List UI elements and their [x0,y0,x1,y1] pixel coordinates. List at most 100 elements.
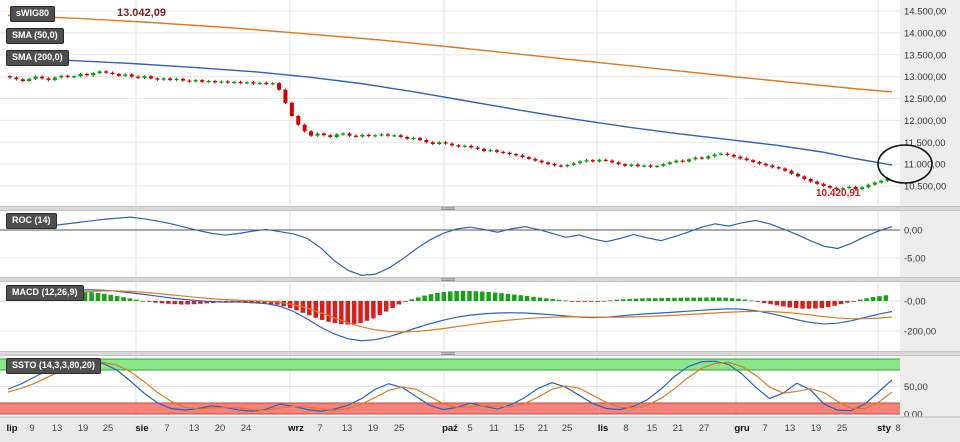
candle-body [40,76,45,79]
candle-body [597,159,602,162]
candle-body [110,72,115,74]
candle-body [674,160,679,163]
candle-body [91,73,96,76]
macd-histogram-bar [345,301,351,325]
sma200-legend-chip[interactable]: SMA (200,0) [6,50,69,66]
macd-histogram-bar [262,301,267,304]
sma50-line[interactable] [7,57,893,166]
macd-histogram-bar [313,301,318,318]
x-axis-tick-label: 25 [562,423,573,434]
macd-histogram-bar [460,290,466,301]
x-axis-tick-label: 8 [895,423,900,434]
candle-body [821,183,826,186]
candle-body [616,162,621,165]
candle-body [200,80,205,82]
macd-histogram-bar [153,301,158,303]
macd-histogram-bar [82,291,88,301]
macd-histogram-bar [717,297,722,301]
candle-body [687,159,692,162]
x-axis-month-label: paź [442,423,458,434]
candle-body [302,124,307,132]
macd-histogram-bar [198,301,203,304]
sma200-line[interactable] [7,14,893,93]
ssto-legend-chip[interactable]: SSTO (14,3,3,80,20) [6,358,101,374]
ssto-axis-label: 50,00 [904,382,928,393]
symbol-legend-chip[interactable]: sWIG80 [10,6,56,22]
macd-histogram-bar [326,301,331,322]
candle-body [661,164,666,166]
macd-histogram-bar [601,300,607,302]
macd-histogram-bar [787,301,793,308]
annotation-ellipse[interactable] [877,144,933,184]
x-axis-tick-label: 27 [699,423,710,434]
macd-histogram-bar [832,301,837,306]
candle-body [155,78,160,80]
x-axis-tick-label: 20 [215,423,226,434]
macd-histogram-bar [691,297,696,301]
candle-body [654,165,659,168]
candle-body [52,77,57,81]
candle-body [629,164,634,166]
candle-body [757,161,762,164]
candle-body [347,133,352,136]
macd-histogram-bar [877,296,882,301]
macd-histogram-bar [825,301,831,307]
macd-legend-chip[interactable]: MACD (12,26,9) [6,285,84,301]
candle-body [289,102,294,116]
candle-body [584,160,589,162]
macd-histogram-bar [172,301,178,305]
candle-body [212,81,217,83]
candle-body [469,145,474,148]
macd-histogram-bar [659,298,664,301]
x-axis-month-label: sie [135,423,148,434]
candle-body [219,81,224,83]
x-axis-tick-label: 7 [762,423,767,434]
x-axis-strip[interactable] [0,417,960,442]
x-axis-month-label: gru [734,423,750,434]
last-price-label: 10.420,91 [816,188,861,199]
macd-histogram-bar [755,301,760,302]
candle-body [257,82,262,84]
candle-body [33,76,38,79]
candle-body [610,160,615,163]
candle-body [789,170,794,174]
macd-histogram-bar [166,301,171,304]
panel-separator[interactable] [0,277,960,282]
x-axis-month-label: lip [6,423,17,434]
candle-body [802,176,807,179]
candle-body [353,135,358,137]
y-axis-label: 11.000,00 [904,160,946,171]
panel-separator[interactable] [0,206,960,211]
macd-histogram-bar [332,301,338,324]
macd-histogram-bar [319,301,325,320]
macd-histogram-bar [665,297,671,301]
candle-body [206,81,211,83]
candle-body [59,75,64,78]
candle-body [180,78,185,81]
roc-legend-chip[interactable]: ROC (14) [6,213,57,229]
macd-histogram-bar [486,292,491,301]
candle-body [853,186,858,190]
macd-histogram-bar [255,301,261,304]
candle-body [879,180,884,183]
macd-histogram-bar [588,301,594,302]
x-axis-tick-label: 25 [837,423,848,434]
candle-body [84,74,89,76]
x-axis-tick-label: 21 [538,423,549,434]
macd-histogram-bar [749,300,754,302]
candle-body [360,134,365,137]
candle-body [225,81,230,83]
candle-body [590,160,595,162]
macd-histogram-bar [857,299,863,301]
candle-body [46,78,51,81]
candle-body [373,135,378,137]
x-axis-tick-label: 5 [467,423,472,434]
x-axis-month-label: lis [598,423,609,434]
panel-separator[interactable] [0,351,960,356]
macd-histogram-bar [204,301,210,304]
sma50-legend-chip[interactable]: SMA (50,0) [6,28,64,44]
candle-body [136,76,141,78]
macd-histogram-bar [351,301,357,324]
